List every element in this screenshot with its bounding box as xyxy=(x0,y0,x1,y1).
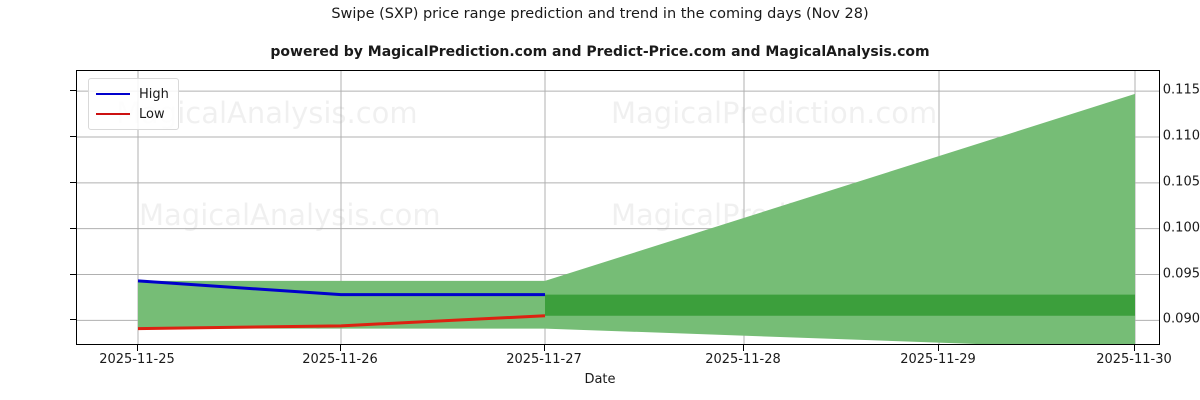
legend-label: Low xyxy=(139,106,165,122)
x-axis-label: Date xyxy=(584,372,616,387)
chart-legend[interactable]: High Low xyxy=(88,78,179,130)
series-line-low xyxy=(137,314,546,331)
y-axis-label: Price xyxy=(0,182,1,214)
page-title: Swipe (SXP) price range prediction and t… xyxy=(331,6,869,22)
consensus-band xyxy=(545,294,1135,316)
y-tick-mark xyxy=(70,136,76,137)
y-tick-mark xyxy=(70,227,76,229)
y-tick-mark xyxy=(70,181,76,183)
x-tick-mark xyxy=(938,345,939,351)
x-tick-label: 2025-11-28 xyxy=(705,352,781,367)
y-tick-label: 0.095 xyxy=(1162,266,1200,281)
consensus-band-area xyxy=(545,294,1135,316)
y-tick-label: 0.100 xyxy=(1162,220,1200,236)
x-tick-label: 2025-11-30 xyxy=(1096,352,1172,367)
x-tick-label: 2025-11-25 xyxy=(99,352,175,367)
y-tick-mark xyxy=(70,90,76,92)
legend-label: High xyxy=(139,86,169,102)
series-line-high xyxy=(137,279,545,297)
y-tick-label: 0.110 xyxy=(1162,128,1200,144)
legend-swatch-low xyxy=(96,113,130,115)
legend-item-low[interactable]: Low xyxy=(96,104,169,124)
chart-subtitle: powered by MagicalPrediction.com and Pre… xyxy=(270,44,930,60)
legend-swatch-high xyxy=(96,93,130,95)
x-tick-label: 2025-11-27 xyxy=(506,352,582,367)
legend-item-high[interactable]: High xyxy=(96,84,169,104)
plot-canvas xyxy=(77,71,1159,344)
x-tick-label: 2025-11-26 xyxy=(302,352,378,367)
series-lines xyxy=(137,279,546,331)
x-tick-mark xyxy=(544,345,545,351)
x-tick-mark xyxy=(340,345,341,351)
forecast-cone xyxy=(138,93,1135,344)
y-tick-label: 0.105 xyxy=(1162,174,1200,190)
y-tick-mark xyxy=(70,319,76,321)
forecast-cone-area xyxy=(138,93,1135,344)
x-tick-mark xyxy=(1134,345,1135,351)
y-tick-label: 0.115 xyxy=(1162,82,1200,98)
x-tick-label: 2025-11-29 xyxy=(900,352,976,367)
x-tick-mark xyxy=(743,345,744,351)
x-tick-mark xyxy=(137,345,138,351)
plot-area: MagicalAnalysis.com MagicalPrediction.com… xyxy=(76,70,1160,345)
y-tick-mark xyxy=(70,273,76,275)
y-tick-label: 0.090 xyxy=(1162,311,1200,327)
